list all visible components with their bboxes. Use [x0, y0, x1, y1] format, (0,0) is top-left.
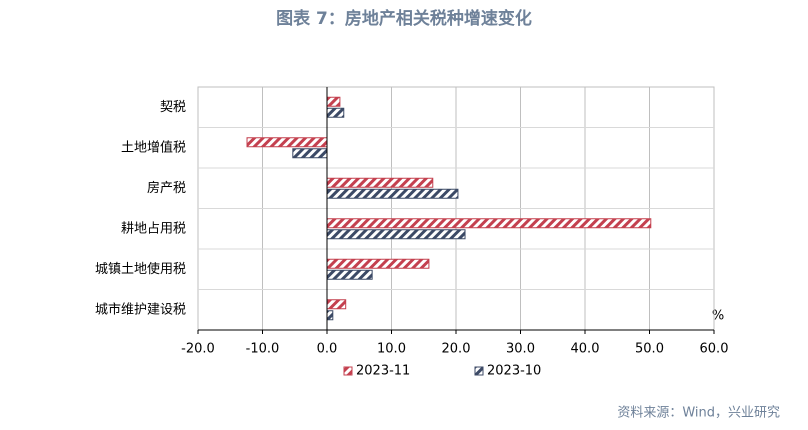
legend-swatch [343, 366, 353, 376]
bar [326, 107, 345, 118]
legend-label: 2023-11 [356, 364, 410, 379]
x-tick-label: 40.0 [571, 342, 600, 357]
bar [326, 310, 334, 321]
bar [326, 96, 341, 107]
x-tick-label: 20.0 [442, 342, 471, 357]
bar [326, 229, 466, 240]
bar [292, 148, 328, 159]
bar [326, 177, 434, 188]
unit-label: % [712, 309, 724, 324]
legend-swatch [474, 366, 484, 376]
x-tick-label: 0.0 [317, 342, 338, 357]
bar [326, 188, 459, 199]
bar [326, 258, 430, 269]
y-tick-label: 耕地占用税 [121, 220, 186, 236]
legend-label: 2023-10 [487, 364, 541, 379]
x-tick-label: -20.0 [181, 342, 215, 357]
x-tick-label: 50.0 [635, 342, 664, 357]
bar [246, 137, 328, 148]
y-tick-label: 土地增值税 [121, 139, 186, 155]
y-tick-label: 城镇土地使用税 [95, 261, 186, 277]
x-tick-label: -10.0 [246, 342, 280, 357]
x-tick-label: 60.0 [700, 342, 729, 357]
y-tick-label: 契税 [160, 100, 186, 115]
x-tick-label: 30.0 [506, 342, 535, 357]
y-tick-label: 房产税 [147, 180, 186, 196]
x-tick-label: 10.0 [377, 342, 406, 357]
bar [326, 218, 652, 229]
bar [326, 269, 373, 280]
bar [326, 299, 347, 310]
source: 资料来源：Wind，兴业研究 [617, 406, 780, 421]
y-tick-label: 城市维护建设税 [95, 301, 186, 317]
chart-title: 图表 7：房地产相关税种增速变化 [276, 8, 532, 29]
